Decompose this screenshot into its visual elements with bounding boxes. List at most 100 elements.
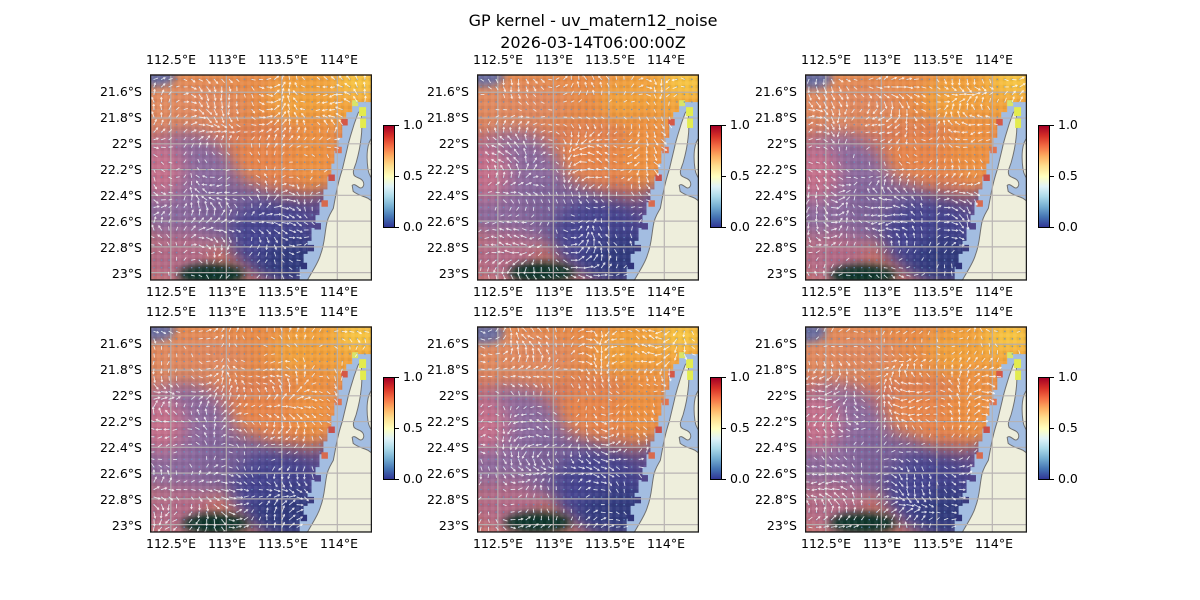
y-tick-label: 22.4°S [754,440,797,455]
x-tick-label-top: 113°E [862,52,901,67]
y-tick-label: 21.8°S [754,362,797,377]
yellow-cell [1015,370,1022,380]
y-tick-label: 22.8°S [99,492,142,507]
x-tick-label-top: 113°E [534,52,573,67]
x-tick-label-top: 112.5°E [473,52,523,67]
x-tick-label-bottom: 113.5°E [258,284,308,299]
map-layers [805,326,1027,533]
map-layers [150,326,372,533]
colorbar-tick-mark [1050,479,1054,481]
axes-frame [805,74,1027,281]
y-tick-label: 22.8°S [99,240,142,255]
yellow-cell [686,107,694,117]
map-canvas [805,326,1027,533]
x-tick-label-bottom: 112.5°E [473,284,523,299]
y-tick-label: 21.6°S [754,84,797,99]
x-tick-label-top: 114°E [974,52,1013,67]
x-tick-label-bottom: 113°E [207,536,246,551]
map-canvas [477,74,699,281]
map-layers [477,326,699,533]
colorbar [1038,377,1050,480]
x-tick-label-bottom: 113.5°E [585,536,635,551]
colorbar-tick-label: 0.0 [403,471,423,486]
yellow-cell [360,118,367,128]
current-arrows [150,74,367,280]
x-tick-label-bottom: 113°E [534,536,573,551]
yellow-cell [679,100,686,107]
colorbar-tick-mark [1050,428,1054,430]
y-tick-label: 22.2°S [754,414,797,429]
colorbar-tick-label: 1.0 [403,117,423,132]
y-tick-label: 21.6°S [99,84,142,99]
x-tick-label-bottom: 112.5°E [146,536,196,551]
x-tick-label-bottom: 113°E [207,284,246,299]
y-tick-label: 22°S [438,388,469,403]
y-tick-label: 22°S [111,136,142,151]
x-tick-label-top: 112.5°E [801,304,851,319]
yellow-cell [360,370,367,380]
colorbar-tick-label: 0.5 [730,168,750,183]
x-tick-label-top: 113.5°E [913,52,963,67]
x-tick-label-bottom: 113°E [534,284,573,299]
colorbar-tick-mark [722,125,726,127]
yellow-cell [1014,107,1022,117]
y-tick-label: 22°S [766,136,797,151]
axes-frame [150,74,372,281]
current-arrows [805,326,1021,529]
y-tick-label: 21.8°S [99,110,142,125]
y-tick-label: 22.6°S [426,466,469,481]
colorbar-tick-label: 0.5 [1058,168,1078,183]
x-tick-label-top: 113°E [862,304,901,319]
y-tick-label: 23°S [766,518,797,533]
yellow-cell [687,118,694,128]
x-tick-label-top: 112.5°E [146,304,196,319]
y-tick-label: 22.2°S [99,414,142,429]
map-panel-r1c3 [805,74,1027,281]
y-tick-label: 22.8°S [426,492,469,507]
yellow-cell [679,352,686,359]
yellow-cell [352,352,359,359]
colorbar-tick-label: 1.0 [730,117,750,132]
current-arrows [805,75,1026,279]
y-tick-label: 22.8°S [426,240,469,255]
colorbar-tick-label: 0.0 [1058,471,1078,486]
y-tick-label: 22.4°S [99,440,142,455]
y-tick-label: 22.6°S [99,214,142,229]
axes-frame [477,74,699,281]
x-tick-label-top: 113.5°E [585,304,635,319]
x-tick-label-top: 112.5°E [473,304,523,319]
y-tick-label: 21.8°S [99,362,142,377]
map-canvas [150,326,372,533]
y-tick-label: 22.2°S [99,162,142,177]
colorbar-tick-mark [395,176,399,178]
colorbar-tick-mark [395,479,399,481]
colorbar-tick-label: 0.0 [730,219,750,234]
current-arrows [150,326,370,533]
y-tick-label: 22.6°S [99,466,142,481]
map-panel-r1c1 [150,74,372,281]
colorbar-tick-label: 1.0 [1058,369,1078,384]
y-tick-label: 22.4°S [754,188,797,203]
current-arrows [478,326,696,532]
y-tick-label: 22.6°S [754,466,797,481]
colorbar-tick-label: 1.0 [403,369,423,384]
colorbar-tick-mark [722,428,726,430]
yellow-cell [1007,100,1014,107]
colorbar-tick-mark [722,479,726,481]
map-canvas [477,326,699,533]
colorbar-tick-mark [395,428,399,430]
x-tick-label-top: 114°E [646,304,685,319]
colorbar-tick-mark [722,227,726,229]
axes-frame [805,326,1027,533]
x-tick-label-top: 112.5°E [146,52,196,67]
x-tick-label-bottom: 113°E [862,284,901,299]
colorbar-tick-label: 0.0 [1058,219,1078,234]
y-tick-label: 22.2°S [426,162,469,177]
colorbar [710,377,722,480]
x-tick-label-bottom: 114°E [974,284,1013,299]
y-tick-label: 22.4°S [99,188,142,203]
y-tick-label: 23°S [766,266,797,281]
figure-subtitle: 2026-03-14T06:00:00Z [500,33,686,52]
y-tick-label: 22.4°S [426,440,469,455]
